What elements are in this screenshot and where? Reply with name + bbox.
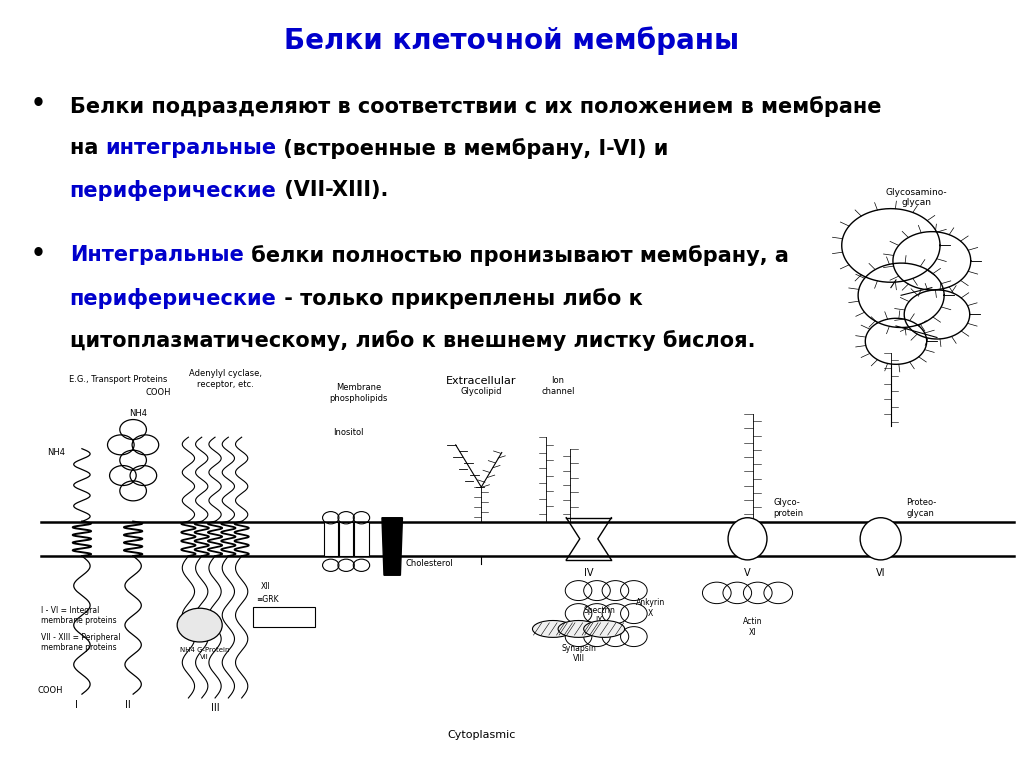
- Text: Cholesterol: Cholesterol: [406, 559, 454, 568]
- Text: NH4: NH4: [47, 448, 66, 457]
- Text: Actin
XI: Actin XI: [742, 617, 763, 637]
- Text: Synapsin: Synapsin: [561, 644, 596, 653]
- Text: I - VI = Integral
membrane proteins: I - VI = Integral membrane proteins: [41, 606, 117, 625]
- Text: на: на: [70, 138, 105, 158]
- Text: ≡GRK: ≡GRK: [256, 595, 279, 604]
- Text: •: •: [31, 242, 46, 265]
- Text: Glyco-
protein: Glyco- protein: [773, 499, 803, 518]
- Text: Glycolipid: Glycolipid: [461, 387, 502, 396]
- Ellipse shape: [532, 621, 573, 637]
- Bar: [339, 522, 353, 556]
- Text: Glycosamino-
glycan: Glycosamino- glycan: [886, 188, 947, 207]
- Circle shape: [177, 608, 222, 642]
- Text: COOH: COOH: [38, 686, 63, 695]
- Text: интегральные: интегральные: [105, 138, 276, 158]
- Text: Ion
channel: Ion channel: [542, 377, 574, 396]
- Text: COOH: COOH: [146, 388, 171, 397]
- Bar: [324, 522, 338, 556]
- Ellipse shape: [584, 621, 625, 637]
- Ellipse shape: [558, 621, 599, 637]
- Text: Белки клеточной мембраны: Белки клеточной мембраны: [285, 27, 739, 55]
- Text: NH4 G-Protein
VII: NH4 G-Protein VII: [180, 647, 229, 660]
- Ellipse shape: [860, 518, 901, 560]
- Text: II: II: [125, 700, 131, 709]
- Text: E.G., Transport Proteins: E.G., Transport Proteins: [69, 374, 167, 384]
- Text: Spectrin
IX: Spectrin IX: [583, 606, 615, 625]
- Bar: [354, 522, 369, 556]
- FancyBboxPatch shape: [253, 607, 315, 627]
- Text: периферические: периферические: [70, 288, 276, 308]
- Text: - только прикреплены либо к: - только прикреплены либо к: [276, 288, 642, 308]
- Text: (встроенные в мембрану, I-VI) и: (встроенные в мембрану, I-VI) и: [276, 138, 669, 159]
- Text: периферические: периферические: [70, 180, 276, 201]
- Text: V: V: [744, 568, 751, 578]
- Text: XIII: XIII: [261, 611, 273, 620]
- Text: Inositol: Inositol: [333, 428, 364, 437]
- Polygon shape: [382, 518, 402, 575]
- Text: белки полностью пронизывают мембрану, а: белки полностью пронизывают мембрану, а: [244, 245, 788, 266]
- Text: (VII-XIII).: (VII-XIII).: [276, 180, 388, 200]
- Text: VII - XIII = Peripheral
membrane proteins: VII - XIII = Peripheral membrane protein…: [41, 633, 121, 652]
- Text: Интегральные: Интегральные: [70, 245, 244, 265]
- Text: I: I: [76, 700, 78, 709]
- Text: Arrestin: Arrestin: [270, 614, 297, 621]
- Text: Белки подразделяют в соответствии с их положением в мембране: Белки подразделяют в соответствии с их п…: [70, 96, 881, 117]
- Text: NH4: NH4: [129, 409, 147, 418]
- Text: IV: IV: [584, 568, 594, 578]
- Ellipse shape: [728, 518, 767, 560]
- Text: Adenylyl cyclase,
receptor, etc.: Adenylyl cyclase, receptor, etc.: [188, 370, 262, 389]
- Text: цитоплазматическому, либо к внешнему листку бислоя.: цитоплазматическому, либо к внешнему лис…: [70, 330, 755, 351]
- Text: G: G: [196, 620, 204, 630]
- Text: VI: VI: [876, 568, 886, 578]
- Text: Ankyrin
X: Ankyrin X: [636, 598, 665, 617]
- Text: Proteo-
glycan: Proteo- glycan: [906, 499, 937, 518]
- Text: Cytoplasmic: Cytoplasmic: [447, 730, 515, 740]
- Text: •: •: [31, 92, 46, 116]
- Text: VIII: VIII: [572, 654, 585, 663]
- Text: Extracellular: Extracellular: [446, 376, 516, 386]
- Text: III: III: [211, 703, 219, 713]
- Text: XII: XII: [261, 582, 271, 591]
- Text: Membrane
phospholipids: Membrane phospholipids: [329, 384, 388, 403]
